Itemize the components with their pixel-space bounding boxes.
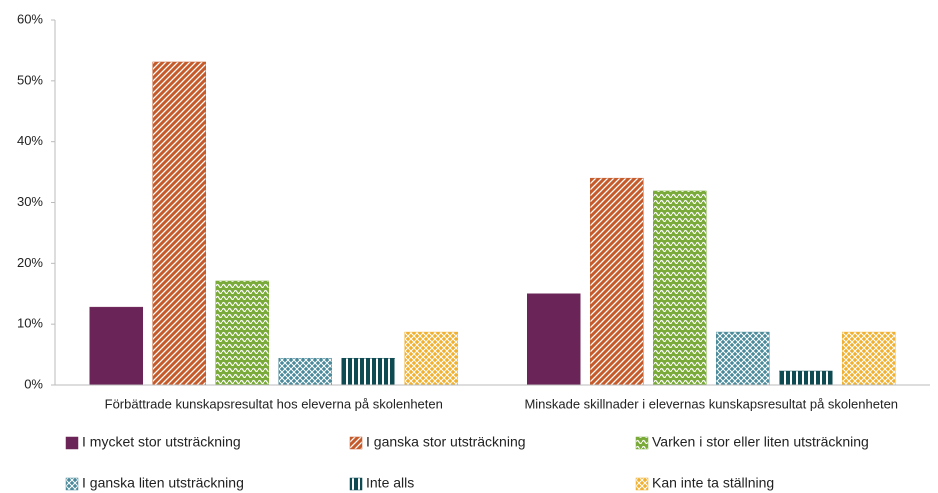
legend-swatch	[65, 436, 79, 450]
bar	[527, 293, 581, 386]
bar	[89, 306, 143, 386]
legend-swatch	[349, 436, 363, 450]
bar	[278, 357, 332, 386]
bar	[215, 280, 269, 386]
y-tick-label: 40%	[17, 133, 43, 148]
legend-label: I mycket stor utsträckning	[82, 434, 241, 450]
bar	[152, 61, 206, 386]
legend-label: Kan inte ta ställning	[652, 475, 774, 491]
legend-swatch	[635, 477, 649, 491]
legend-label: Inte alls	[366, 475, 414, 491]
y-tick-label: 50%	[17, 72, 43, 87]
legend-label: I ganska liten utsträckning	[82, 475, 244, 491]
y-tick-label: 60%	[17, 11, 43, 26]
y-tick-label: 20%	[17, 255, 43, 270]
legend-swatch	[635, 436, 649, 450]
bar	[842, 331, 896, 386]
legend-swatch	[65, 477, 79, 491]
x-tick-label: Förbättrade kunskapsresultat hos elevern…	[105, 396, 443, 411]
bar	[404, 331, 458, 386]
legend-label: Varken i stor eller liten utsträckning	[652, 434, 869, 450]
legend-swatch	[349, 477, 363, 491]
bar	[779, 370, 833, 386]
bar	[653, 190, 707, 386]
legend-label: I ganska stor utsträckning	[366, 434, 526, 450]
x-tick-label: Minskade skillnader i elevernas kunskaps…	[524, 396, 898, 411]
bar	[590, 177, 644, 386]
y-tick-label: 30%	[17, 194, 43, 209]
bar	[716, 331, 770, 386]
y-tick-label: 10%	[17, 316, 43, 331]
bar	[341, 357, 395, 386]
y-tick-label: 0%	[24, 376, 43, 391]
